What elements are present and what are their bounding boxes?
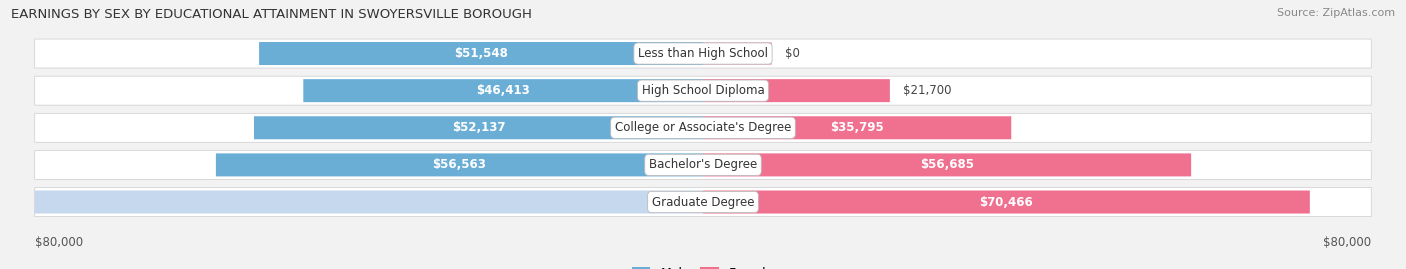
Text: $52,137: $52,137	[451, 121, 505, 134]
Text: $0: $0	[654, 196, 669, 208]
FancyBboxPatch shape	[259, 42, 703, 65]
Text: $21,700: $21,700	[903, 84, 952, 97]
FancyBboxPatch shape	[35, 39, 1371, 68]
Text: $70,466: $70,466	[980, 196, 1033, 208]
Text: $0: $0	[785, 47, 800, 60]
Text: $46,413: $46,413	[477, 84, 530, 97]
Legend: Male, Female: Male, Female	[627, 262, 779, 269]
FancyBboxPatch shape	[703, 42, 772, 65]
FancyBboxPatch shape	[703, 153, 1191, 176]
Text: $56,563: $56,563	[433, 158, 486, 171]
FancyBboxPatch shape	[254, 116, 703, 139]
FancyBboxPatch shape	[703, 116, 1011, 139]
FancyBboxPatch shape	[217, 153, 703, 176]
Text: $80,000: $80,000	[1323, 236, 1371, 249]
Text: $35,795: $35,795	[831, 121, 884, 134]
FancyBboxPatch shape	[35, 76, 1371, 105]
FancyBboxPatch shape	[703, 79, 890, 102]
FancyBboxPatch shape	[35, 113, 1371, 142]
Text: EARNINGS BY SEX BY EDUCATIONAL ATTAINMENT IN SWOYERSVILLE BOROUGH: EARNINGS BY SEX BY EDUCATIONAL ATTAINMEN…	[11, 8, 531, 21]
FancyBboxPatch shape	[35, 190, 703, 214]
Text: $80,000: $80,000	[35, 236, 83, 249]
FancyBboxPatch shape	[703, 190, 1310, 214]
Text: High School Diploma: High School Diploma	[641, 84, 765, 97]
Text: College or Associate's Degree: College or Associate's Degree	[614, 121, 792, 134]
Text: $51,548: $51,548	[454, 47, 508, 60]
FancyBboxPatch shape	[35, 150, 1371, 179]
Text: Less than High School: Less than High School	[638, 47, 768, 60]
FancyBboxPatch shape	[304, 79, 703, 102]
Text: Bachelor's Degree: Bachelor's Degree	[650, 158, 756, 171]
Text: Graduate Degree: Graduate Degree	[652, 196, 754, 208]
Text: Source: ZipAtlas.com: Source: ZipAtlas.com	[1277, 8, 1395, 18]
FancyBboxPatch shape	[35, 187, 1371, 217]
Text: $56,685: $56,685	[920, 158, 974, 171]
